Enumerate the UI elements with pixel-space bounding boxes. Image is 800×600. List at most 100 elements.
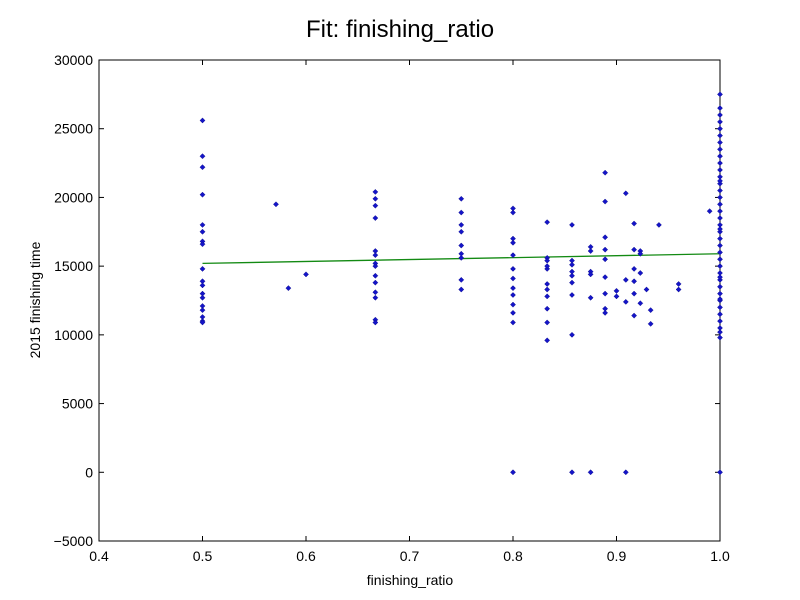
scatter-point — [544, 286, 551, 293]
scatter-point — [647, 307, 654, 314]
scatter-point — [199, 319, 206, 326]
scatter-point — [285, 285, 292, 292]
scatter-point — [458, 195, 465, 202]
scatter-point — [199, 266, 206, 272]
scatter-point — [372, 202, 379, 209]
scatter-point — [602, 234, 608, 241]
scatter-point — [602, 290, 608, 297]
scatter-point — [372, 289, 379, 296]
scatter-point — [717, 187, 723, 194]
y-tick-label: 5000 — [62, 396, 93, 412]
scatter-point — [656, 222, 662, 228]
scatter-point — [544, 305, 551, 312]
scatter-point — [372, 263, 379, 270]
y-tick-label: 20000 — [54, 189, 93, 205]
y-tick-label: 15000 — [54, 258, 93, 274]
scatter-point — [458, 242, 465, 249]
scatter-point — [637, 300, 644, 307]
scatter-point — [458, 286, 465, 293]
scatter-point — [510, 285, 516, 292]
x-axis-label: finishing_ratio — [367, 572, 454, 588]
chart-title: Fit: finishing_ratio — [306, 16, 494, 43]
scatter-point — [631, 312, 637, 319]
scatter-point — [510, 301, 516, 308]
scatter-point — [587, 469, 594, 476]
x-tick-label: 0.9 — [607, 548, 627, 564]
scatter-point — [717, 296, 723, 303]
scatter-point — [458, 228, 465, 235]
scatter-point — [647, 320, 654, 327]
scatter-point — [717, 242, 723, 249]
scatter-point — [717, 283, 723, 290]
scatter-point — [510, 319, 516, 326]
scatter-point — [717, 91, 723, 98]
scatter-point — [717, 318, 723, 324]
scatter-point — [372, 252, 379, 259]
scatter-point — [717, 249, 723, 256]
x-tick-label: 0.4 — [89, 548, 109, 564]
scatter-point — [717, 201, 723, 208]
scatter-point — [569, 292, 575, 298]
scatter-point — [544, 293, 551, 300]
y-axis-label: 2015 finishing time — [27, 241, 43, 358]
scatter-point — [544, 257, 551, 264]
scatter-point — [199, 282, 206, 289]
scatter-point — [631, 278, 637, 285]
scatter-point — [199, 228, 206, 235]
scatter-point — [372, 279, 379, 286]
scatter-point — [544, 337, 551, 344]
scatter-point — [717, 334, 723, 341]
scatter-point — [510, 209, 516, 216]
scatter-point — [199, 294, 206, 301]
scatter-point — [717, 139, 723, 146]
scatter-point — [510, 266, 516, 272]
scatter-point — [631, 246, 637, 253]
scatter-point — [544, 263, 551, 270]
scatter-point — [717, 274, 723, 281]
scatter-point — [199, 153, 206, 160]
scatter-point — [587, 271, 594, 278]
scatter-point — [631, 266, 637, 272]
scatter-point — [622, 190, 629, 197]
scatter-point — [273, 201, 279, 208]
scatter-point — [510, 469, 516, 476]
scatter-points — [199, 91, 723, 476]
scatter-point — [569, 279, 575, 286]
scatter-point — [458, 222, 465, 228]
scatter-point — [631, 220, 637, 227]
scatter-point — [717, 153, 723, 160]
scatter-point — [569, 469, 575, 476]
y-tick-label: −5000 — [54, 533, 94, 549]
scatter-point — [602, 198, 608, 205]
scatter-point — [717, 160, 723, 166]
y-tick-label: 10000 — [54, 327, 93, 343]
x-tick-label: 1.0 — [710, 548, 730, 564]
scatter-point — [199, 191, 206, 198]
scatter-point — [675, 286, 682, 293]
scatter-point — [510, 309, 516, 316]
scatter-point — [510, 275, 516, 282]
y-axis: −5000 0 5000 10000 15000 20000 25000 30000 — [54, 52, 720, 549]
scatter-point — [569, 222, 575, 228]
scatter-point — [717, 469, 723, 476]
scatter-point — [622, 469, 629, 476]
scatter-point — [458, 250, 465, 257]
scatter-point — [602, 309, 608, 316]
scatter-point — [199, 222, 206, 228]
scatter-point — [199, 117, 206, 124]
scatter-point — [613, 293, 620, 300]
scatter-point — [569, 261, 575, 268]
scatter-point — [613, 287, 620, 294]
scatter-point — [569, 331, 575, 338]
scatter-point — [717, 311, 723, 318]
scatter-point — [717, 304, 723, 311]
scatter-point — [717, 105, 723, 111]
scatter-point — [510, 252, 516, 259]
scatter-point — [717, 215, 723, 221]
x-tick-label: 0.7 — [400, 548, 420, 564]
scatter-point — [717, 167, 723, 173]
scatter-point — [717, 256, 723, 263]
scatter-point — [199, 241, 206, 248]
scatter-point — [372, 215, 379, 221]
scatter-point — [717, 146, 723, 153]
